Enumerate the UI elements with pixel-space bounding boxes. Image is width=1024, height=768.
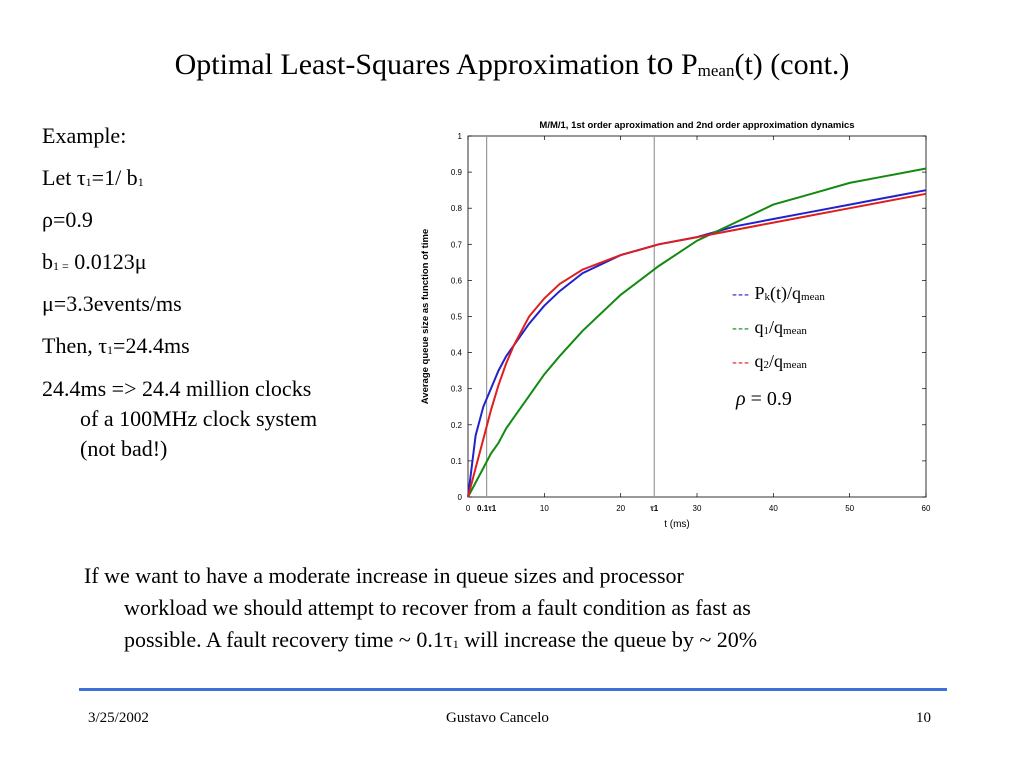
chart-title: M/M/1, 1st order aproximation and 2nd or… xyxy=(539,120,854,131)
legend-q1-a: q xyxy=(754,317,764,337)
x-tick-label: 30 xyxy=(693,504,702,513)
let-sub-2: 1 xyxy=(137,175,144,189)
let-text-b: =1/ b xyxy=(91,165,138,190)
let-sub-1: 1 xyxy=(85,175,92,189)
legend-pk-sub2: mean xyxy=(801,291,825,303)
footer-page-number: 10 xyxy=(916,710,931,726)
y-tick-label: 0.8 xyxy=(451,204,463,213)
y-tick-label: 0.2 xyxy=(451,421,463,430)
legend-dash-pk: --- xyxy=(732,286,750,303)
then-sub: 1 xyxy=(107,343,114,357)
special-x-tick-label: 0.1τ1 xyxy=(477,504,497,513)
legend-entry-q1: --- q1/qmean xyxy=(732,312,825,346)
b-text-a: b xyxy=(42,249,53,274)
x-tick-label: 10 xyxy=(540,504,549,513)
special-x-tick-label: τ1 xyxy=(650,504,659,513)
conclusion-paragraph: If we want to have a moderate increase i… xyxy=(84,560,964,660)
legend-q2-b: /q xyxy=(769,351,784,371)
legend-q2-sub: 2 xyxy=(763,359,770,371)
queue-size-chart: M/M/1, 1st order aproximation and 2nd or… xyxy=(420,120,931,530)
title-sub: mean xyxy=(697,61,735,80)
rho-symbol: ρ xyxy=(736,388,746,410)
legend-q1-sub: 1 xyxy=(763,325,770,337)
legend-dash-q1: --- xyxy=(732,320,750,337)
rho-value: = 0.9 xyxy=(745,388,792,410)
series-line-2 xyxy=(467,192,927,498)
footer-author: Gustavo Cancelo xyxy=(446,710,549,726)
title-end: (t) (cont.) xyxy=(734,48,850,81)
y-tick-label: 0.3 xyxy=(451,385,463,394)
clocks-line-3: (not bad!) xyxy=(80,436,168,461)
chart-legend: --- Pk(t)/qmean --- q1/qmean --- q2/qmea… xyxy=(732,278,825,380)
then-line: Then, τ1=24.4ms xyxy=(42,332,402,374)
footer-divider xyxy=(79,688,947,691)
y-tick-label: 0.4 xyxy=(451,349,463,358)
y-tick-label: 0.9 xyxy=(451,168,463,177)
paragraph-line-1: If we want to have a moderate increase i… xyxy=(84,563,684,588)
let-text-a: Let τ xyxy=(42,165,86,190)
paragraph-line-2: workload we should attempt to recover fr… xyxy=(124,595,751,620)
y-tick-label: 0.1 xyxy=(451,457,463,466)
clocks-line-2: of a 100MHz clock system xyxy=(80,406,318,431)
legend-q1-sub2: mean xyxy=(783,325,807,337)
y-tick-label: 0 xyxy=(458,493,463,502)
x-tick-label: 20 xyxy=(616,504,625,513)
title-main: Optimal Least-Squares Approximation xyxy=(174,48,640,81)
paragraph-line-3-sub: 1 xyxy=(452,637,459,651)
x-tick-label: 60 xyxy=(922,504,931,513)
legend-pk-sub: k xyxy=(764,291,771,303)
b-line: b1 = 0.0123μ xyxy=(42,248,402,290)
plot-frame xyxy=(467,135,927,498)
legend-q1-b: /q xyxy=(769,317,784,337)
rho-annotation: ρ = 0.9 xyxy=(736,388,792,411)
title-p: P xyxy=(680,48,698,81)
then-text-b: =24.4ms xyxy=(113,333,190,358)
y-tick-label: 0.6 xyxy=(451,276,463,285)
paragraph-line-3b: will increase the queue by ~ 20% xyxy=(458,627,758,652)
legend-q2-a: q xyxy=(754,351,764,371)
mu-line: μ=3.3events/ms xyxy=(42,291,182,316)
x-axis-label: t (ms) xyxy=(664,519,690,530)
b-sub: 1 = xyxy=(53,259,69,273)
legend-pk-b: (t)/q xyxy=(770,283,802,303)
paragraph-line-3: possible. A fault recovery time ~ 0.1τ1 … xyxy=(84,624,964,660)
x-tick-label: 40 xyxy=(769,504,778,513)
legend-dash-q2: --- xyxy=(732,354,750,371)
y-tick-label: 0.5 xyxy=(451,313,463,322)
y-tick-label: 1 xyxy=(458,132,463,141)
b-text-b: 0.0123μ xyxy=(68,249,147,274)
x-tick-label: 0 xyxy=(466,504,471,513)
y-tick-label: 0.7 xyxy=(451,240,463,249)
legend-q2-sub2: mean xyxy=(783,359,807,371)
x-tick-label: 50 xyxy=(845,504,854,513)
series-line-1 xyxy=(467,167,927,498)
slide-title: Optimal Least-Squares Approximation to P… xyxy=(0,44,1024,91)
title-to: to xyxy=(647,45,674,82)
example-heading: Example: xyxy=(42,123,127,148)
legend-entry-q2: --- q2/qmean xyxy=(732,346,825,380)
example-text-block: Example: Let τ1=1/ b1 ρ=0.9 b1 = 0.0123μ… xyxy=(42,122,402,464)
legend-entry-pk: --- Pk(t)/qmean xyxy=(732,278,825,312)
then-text-a: Then, τ xyxy=(42,333,108,358)
y-axis-label: Average queue size as function of time xyxy=(420,229,431,404)
paragraph-line-3a: possible. A fault recovery time ~ 0.1τ xyxy=(124,627,453,652)
series-line-0 xyxy=(467,189,927,498)
let-line: Let τ1=1/ b1 xyxy=(42,164,402,206)
clocks-line-1: 24.4ms => 24.4 million clocks xyxy=(42,376,312,401)
rho-line: ρ=0.9 xyxy=(42,207,93,232)
legend-pk-a: P xyxy=(754,283,765,303)
footer-date: 3/25/2002 xyxy=(88,710,149,726)
